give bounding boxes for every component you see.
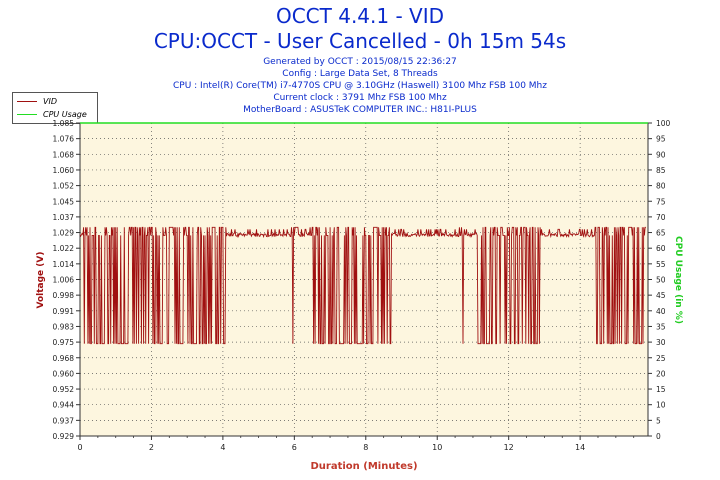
y2-tick-label: 95 xyxy=(656,135,666,144)
legend-swatch-cpu-usage xyxy=(17,113,37,115)
y2-tick-label: 45 xyxy=(656,291,666,300)
y-tick-label: 0.960 xyxy=(53,369,75,378)
y2-tick-label: 90 xyxy=(656,150,666,159)
y2-tick-label: 70 xyxy=(656,213,666,222)
chart-title: OCCT 4.4.1 - VID xyxy=(275,4,445,28)
y2-tick-label: 65 xyxy=(656,229,666,238)
y2-tick-label: 20 xyxy=(656,369,666,378)
y2-tick-label: 5 xyxy=(656,416,661,425)
x-tick-label: 2 xyxy=(149,443,154,452)
x-tick-label: 12 xyxy=(504,443,514,452)
y-tick-label: 1.045 xyxy=(53,197,75,206)
y-tick-label: 1.052 xyxy=(53,182,75,191)
legend-swatch-vid xyxy=(17,100,37,102)
y-tick-label: 1.014 xyxy=(53,260,75,269)
y2-tick-label: 30 xyxy=(656,338,666,347)
y-tick-label: 1.085 xyxy=(53,119,75,128)
y-tick-label: 0.998 xyxy=(53,291,75,300)
y-tick-label: 1.029 xyxy=(53,229,75,238)
y-tick-label: 0.968 xyxy=(53,354,75,363)
x-tick-label: 14 xyxy=(575,443,585,452)
y2-tick-label: 50 xyxy=(656,276,666,285)
y-tick-label: 0.937 xyxy=(53,416,75,425)
y-tick-label: 0.983 xyxy=(53,322,75,331)
y-tick-label: 0.944 xyxy=(53,401,75,410)
y2-tick-label: 40 xyxy=(656,307,666,316)
x-tick-label: 0 xyxy=(77,443,82,452)
y2-axis-label: CPU Usage (in %) xyxy=(673,236,683,324)
y-tick-label: 0.991 xyxy=(53,307,75,316)
vid-line xyxy=(79,226,646,345)
y-tick-label: 0.952 xyxy=(53,385,75,394)
legend-item-cpu-usage: CPU Usage xyxy=(17,108,87,120)
x-axis-label: Duration (Minutes) xyxy=(310,461,417,472)
legend-label-cpu-usage: CPU Usage xyxy=(43,109,87,119)
series-group xyxy=(79,122,648,345)
x-tick-label: 8 xyxy=(363,443,368,452)
info-clock: Current clock : 3791 Mhz FSB 100 Mhz xyxy=(273,93,447,103)
y-tick-label: 1.037 xyxy=(53,213,75,222)
y-tick-label: 1.022 xyxy=(53,244,75,253)
y2-tick-label: 25 xyxy=(656,354,666,363)
y2-tick-label: 75 xyxy=(656,197,666,206)
y2-tick-label: 60 xyxy=(656,244,666,253)
y-axis-label: Voltage (V) xyxy=(36,252,46,309)
y-tick-label: 1.068 xyxy=(53,150,75,159)
chart-subtitle: CPU:OCCT - User Cancelled - 0h 15m 54s xyxy=(153,29,567,53)
x-tick-label: 6 xyxy=(292,443,297,452)
y2-tick-label: 35 xyxy=(656,322,666,331)
y2-tick-label: 15 xyxy=(656,385,666,394)
y2-tick-label: 55 xyxy=(656,260,666,269)
y-tick-label: 0.975 xyxy=(53,338,75,347)
info-generated: Generated by OCCT : 2015/08/15 22:36:27 xyxy=(263,57,457,67)
y2-tick-label: 85 xyxy=(656,166,666,175)
legend: VID CPU Usage xyxy=(12,92,98,124)
x-tick-label: 4 xyxy=(220,443,225,452)
legend-item-vid: VID xyxy=(17,95,57,107)
y2-tick-label: 100 xyxy=(656,119,671,128)
y-tick-label: 0.929 xyxy=(53,432,75,441)
x-tick-label: 10 xyxy=(432,443,442,452)
info-cpu: CPU : Intel(R) Core(TM) i7-4770S CPU @ 3… xyxy=(172,81,547,91)
y-tick-label: 1.006 xyxy=(53,276,75,285)
ticks: 0 2 4 6 8 10 12 14 0.929 0.937 0.944 0.952 0.960 0.96… xyxy=(53,119,671,452)
y2-tick-label: 10 xyxy=(656,401,666,410)
info-motherboard: MotherBoard : ASUSTeK COMPUTER INC.: H81… xyxy=(243,105,477,115)
legend-label-vid: VID xyxy=(43,96,57,106)
y2-tick-label: 0 xyxy=(656,432,661,441)
y-tick-label: 1.076 xyxy=(53,135,75,144)
y2-tick-label: 80 xyxy=(656,182,666,191)
y-tick-label: 1.060 xyxy=(53,166,75,175)
info-config: Config : Large Data Set, 8 Threads xyxy=(282,69,438,79)
